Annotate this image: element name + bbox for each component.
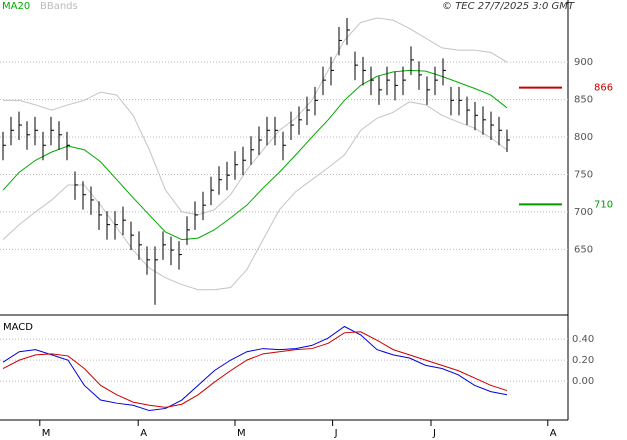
macd-tick-label: 0.40 [572, 334, 594, 345]
y-tick-label: 650 [574, 244, 593, 255]
bband-upper [3, 17, 508, 216]
y-tick-label: 900 [574, 57, 593, 68]
macd-tick-label: 0.00 [572, 376, 594, 387]
source: © TEC 27/7/2025 3:0 GMT [442, 1, 575, 12]
x-tick-label: M [42, 428, 51, 439]
level-label: 866 [594, 83, 613, 94]
x-tick-label: J [432, 428, 436, 439]
y-tick-label: 750 [574, 169, 593, 180]
x-tick-label: A [140, 428, 147, 439]
y-tick-label: 700 [574, 207, 593, 218]
macd-line [2, 331, 508, 408]
y-tick-label: 800 [574, 132, 593, 143]
ma20-line [2, 69, 508, 241]
macd-line [2, 325, 508, 412]
y-tick-label: 850 [574, 95, 593, 106]
level-label: 710 [594, 199, 613, 210]
bband-lower [2, 101, 508, 291]
legend-bbands: BBands [40, 1, 78, 12]
macd-tick-label: 0.20 [572, 355, 594, 366]
macd-title: MACD [3, 322, 33, 333]
legend-ma20: MA20 [2, 1, 30, 12]
x-tick-label: M [237, 428, 246, 439]
x-tick-label: A [550, 428, 557, 439]
x-tick-label: J [334, 428, 338, 439]
